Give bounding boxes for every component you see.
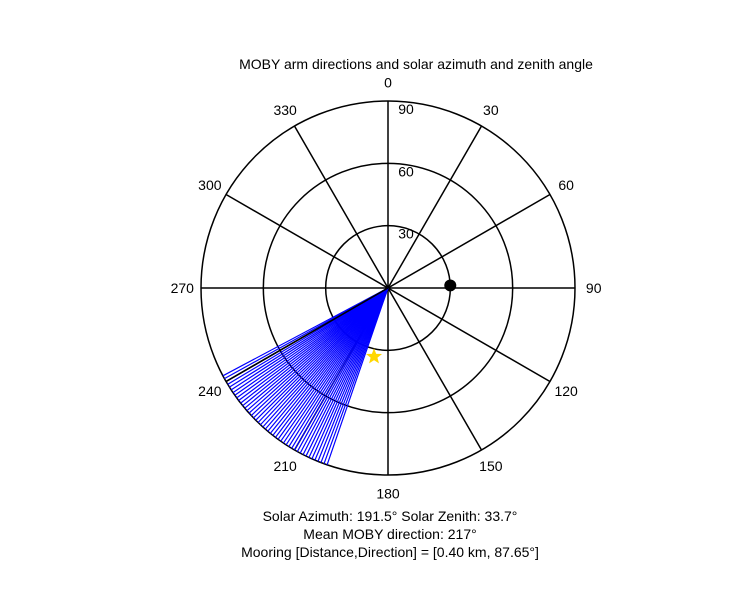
angle-tick-label: 150 <box>479 458 503 474</box>
angle-tick-label: 300 <box>198 177 222 193</box>
data-layer <box>222 279 457 466</box>
radial-tick-label: 60 <box>398 163 414 179</box>
mooring-marker <box>444 279 457 292</box>
angle-tick-label: 120 <box>554 383 578 399</box>
mooring-caption: Mooring [Distance,Direction] = [0.40 km,… <box>241 544 539 560</box>
angle-tick-label: 180 <box>376 486 400 502</box>
angle-tick-label: 210 <box>273 458 297 474</box>
reference-direction-line <box>225 287 389 383</box>
radial-tick-label: 30 <box>398 226 414 242</box>
angle-tick-label: 270 <box>171 280 195 296</box>
angle-tick-label: 240 <box>198 383 222 399</box>
chart-title: MOBY arm directions and solar azimuth an… <box>239 56 593 72</box>
radial-tick-label: 90 <box>398 101 414 117</box>
angle-tick-label: 330 <box>273 102 297 118</box>
moby-arm-line <box>222 287 389 377</box>
angle-tick-label: 60 <box>558 177 574 193</box>
solar-position-marker <box>366 348 383 364</box>
solar-caption: Solar Azimuth: 191.5° Solar Zenith: 33.7… <box>262 508 518 524</box>
angle-tick-label: 0 <box>384 74 392 90</box>
angle-tick-label: 30 <box>483 102 499 118</box>
tick-labels: 0 30 60 90 120 150 180 210 240 270 300 330 30 60 90 <box>171 74 602 501</box>
moby-direction-caption: Mean MOBY direction: 217° <box>303 526 477 542</box>
angle-tick-label: 90 <box>586 280 602 296</box>
